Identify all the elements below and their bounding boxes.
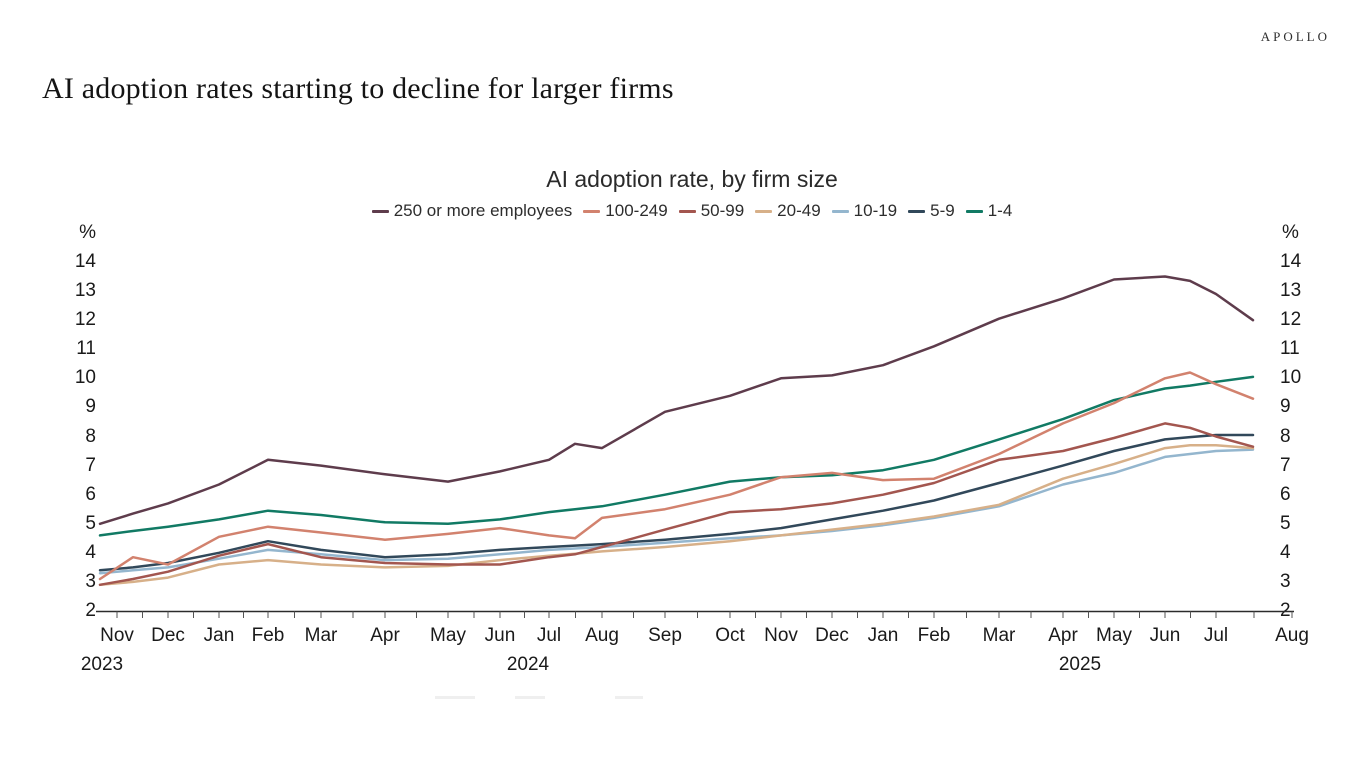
- x-tick-label: Feb: [251, 625, 285, 646]
- y-tick-label: 6: [1280, 483, 1291, 505]
- y-tick-label: 11: [1280, 338, 1300, 360]
- y-tick-label: 13: [74, 280, 96, 302]
- legend-label-100-249: 100-249: [605, 201, 668, 220]
- y-tick-label: 6: [85, 483, 96, 505]
- legend-item-50-99: 50-99: [678, 201, 745, 221]
- x-tick-label: Apr: [370, 625, 400, 646]
- y-tick-label: 10: [1280, 367, 1302, 389]
- x-tick-label: Sep: [648, 625, 682, 646]
- x-tick-label: Aug: [1275, 625, 1309, 646]
- y-tick-label: 12: [1280, 309, 1302, 331]
- legend-item-5-9: 5-9: [908, 201, 955, 221]
- y-tick-label: 8: [1280, 425, 1291, 447]
- chart-legend: 250 or more employees 100-249 50-99 20-49 10…: [88, 201, 1296, 221]
- y-unit-left: %: [79, 222, 96, 243]
- x-tick-label: Jun: [484, 625, 516, 646]
- x-tick-label: Apr: [1048, 625, 1078, 646]
- y-tick-label: 9: [85, 396, 96, 418]
- y-tick-label: 12: [74, 309, 96, 331]
- y-tick-label: 3: [85, 570, 96, 592]
- faded-footnote-remnant: [515, 696, 545, 699]
- legend-swatch-5-9: [908, 209, 926, 213]
- y-tick-label: 4: [1280, 541, 1291, 563]
- legend-swatch-100-249: [583, 209, 601, 213]
- y-tick-label: 13: [1280, 280, 1302, 302]
- x-tick-label: Nov: [100, 625, 134, 646]
- y-tick-label: 14: [1280, 251, 1302, 272]
- legend-label-10-19: 10-19: [853, 201, 898, 220]
- y-tick-label: 5: [1280, 512, 1291, 534]
- series-line-250-plus: [98, 275, 1255, 526]
- x-tick-label: Jan: [867, 625, 899, 646]
- x-year-label: 2024: [506, 654, 550, 675]
- legend-swatch-10-19: [831, 209, 849, 213]
- legend-label-5-9: 5-9: [930, 201, 955, 220]
- series-line-20-49: [98, 443, 1255, 587]
- legend-label-50-99: 50-99: [700, 201, 745, 220]
- legend-item-20-49: 20-49: [755, 201, 821, 221]
- y-tick-label: 4: [85, 541, 96, 563]
- x-tick-label: Jul: [1203, 625, 1229, 646]
- series-line-50-99: [98, 422, 1255, 587]
- faded-footnote-remnant: [615, 696, 643, 699]
- legend-item-100-249: 100-249: [583, 201, 668, 221]
- legend-swatch-1-4: [965, 209, 983, 213]
- legend-item-250-plus: 250 or more employees: [371, 201, 573, 221]
- x-tick-label: Jan: [203, 625, 235, 646]
- legend-swatch-50-99: [678, 209, 696, 213]
- apollo-logo: APOLLO: [1260, 29, 1330, 44]
- legend-label-20-49: 20-49: [777, 201, 821, 220]
- series-line-10-19: [98, 448, 1255, 575]
- x-tick-label: Nov: [764, 625, 798, 646]
- series-line-100-249: [98, 371, 1255, 581]
- x-tick-label: May: [430, 625, 466, 646]
- y-tick-label: 10: [74, 367, 96, 389]
- legend-label-1-4: 1-4: [987, 201, 1013, 220]
- chart-title: AI adoption rate, by firm size: [546, 166, 838, 192]
- y-tick-label: 11: [76, 338, 96, 360]
- legend-item-1-4: 1-4: [965, 201, 1013, 221]
- y-tick-label: 2: [1280, 600, 1291, 621]
- page-title: AI adoption rates starting to decline fo…: [42, 72, 674, 106]
- x-tick-label: Dec: [815, 625, 849, 646]
- x-tick-label: Aug: [585, 625, 619, 646]
- y-tick-label: 8: [85, 425, 96, 447]
- x-tick-label: Oct: [715, 625, 745, 646]
- y-tick-label: 2: [85, 600, 96, 621]
- series-line-5-9: [98, 433, 1255, 572]
- y-tick-label: 7: [85, 454, 96, 476]
- faded-footnote-remnant: [435, 696, 475, 699]
- y-tick-label: 14: [74, 251, 96, 272]
- x-tick-label: Mar: [304, 625, 338, 646]
- y-tick-label: 7: [1280, 454, 1291, 476]
- x-tick-label: Mar: [982, 625, 1016, 646]
- legend-label-250-plus: 250 or more employees: [393, 201, 573, 220]
- x-year-label: 2023: [80, 654, 124, 675]
- x-tick-label: May: [1096, 625, 1132, 646]
- x-year-label: 2025: [1058, 654, 1102, 675]
- y-tick-label: 3: [1280, 570, 1291, 592]
- x-tick-label: Jul: [536, 625, 562, 646]
- x-tick-label: Dec: [151, 625, 185, 646]
- y-tick-label: 5: [85, 512, 96, 534]
- x-tick-label: Feb: [917, 625, 951, 646]
- legend-swatch-20-49: [755, 209, 773, 213]
- legend-item-10-19: 10-19: [831, 201, 898, 221]
- x-tick-label: Jun: [1149, 625, 1181, 646]
- y-unit-right: %: [1282, 222, 1299, 243]
- y-tick-label: 9: [1280, 396, 1291, 418]
- legend-swatch-250-plus: [371, 209, 389, 213]
- series-line-1-4: [98, 375, 1255, 537]
